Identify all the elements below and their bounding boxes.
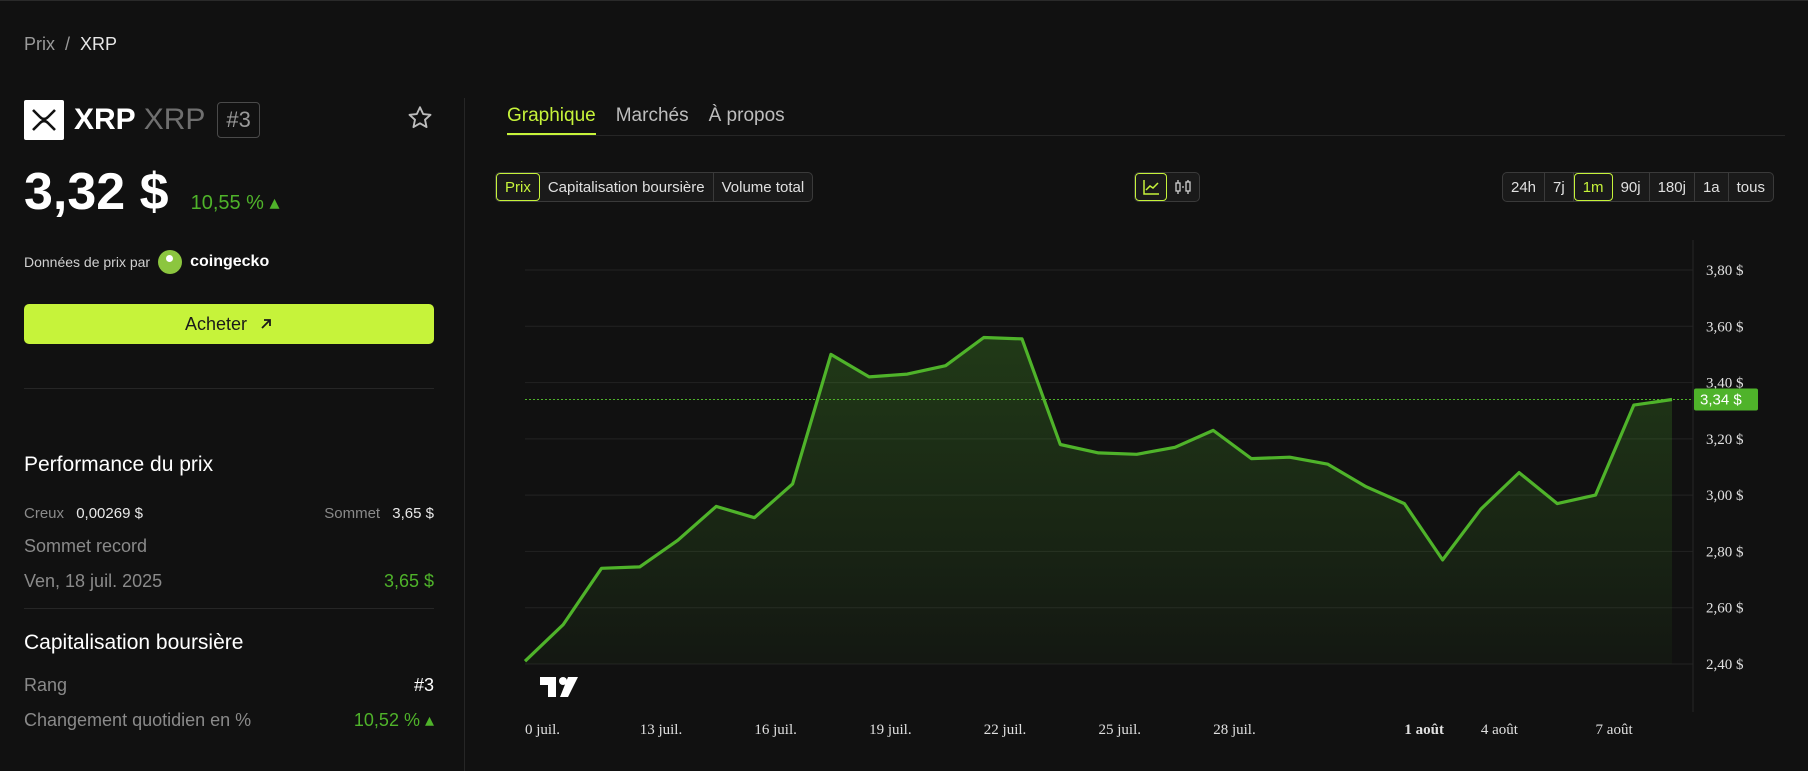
x-tick-label: 13 juil. bbox=[640, 722, 683, 738]
breadcrumb-separator: / bbox=[65, 34, 71, 54]
coin-header: XRP XRP #3 bbox=[24, 100, 434, 140]
y-tick-label: 3,40 $ bbox=[1706, 376, 1744, 392]
buy-button[interactable]: Acheter bbox=[24, 304, 434, 344]
top-border bbox=[0, 0, 1808, 1]
range-180d-button[interactable]: 180j bbox=[1650, 173, 1695, 201]
ath-row: Ven, 18 juil. 2025 3,65 $ bbox=[24, 571, 434, 592]
buy-label: Acheter bbox=[184, 313, 248, 334]
tab-chart[interactable]: Graphique bbox=[507, 105, 596, 135]
divider bbox=[24, 388, 434, 389]
tab-bar: Graphique Marchés À propos bbox=[507, 105, 785, 135]
price-row: 3,32 $ 10,55 % ▴ bbox=[24, 162, 434, 222]
coin-symbol: XRP bbox=[143, 103, 206, 136]
daily-change-value: 10,52 % ▴ bbox=[353, 710, 434, 730]
x-tick-label: 19 juil. bbox=[869, 722, 912, 738]
x-tick-label: 0 juil. bbox=[525, 722, 560, 738]
range-1y-button[interactable]: 1a bbox=[1695, 173, 1729, 201]
divider bbox=[24, 608, 434, 609]
rank-badge: #3 bbox=[217, 102, 260, 138]
range-1m-button[interactable]: 1m bbox=[1573, 173, 1613, 201]
y-tick-label: 2,60 $ bbox=[1706, 601, 1744, 617]
range-all-button[interactable]: tous bbox=[1736, 178, 1765, 196]
x-tick-label: 22 juil. bbox=[984, 722, 1027, 738]
low-value: 0,00269 $ bbox=[76, 505, 143, 522]
rank-value: #3 bbox=[413, 675, 434, 695]
x-tick-label: 25 juil. bbox=[1099, 722, 1142, 738]
current-price-badge: 3,34 $ bbox=[1694, 388, 1758, 411]
price-area bbox=[525, 337, 1672, 664]
coin-name: XRP bbox=[74, 103, 136, 136]
high-label: Sommet bbox=[324, 505, 381, 522]
x-tick-label: 7 août bbox=[1596, 722, 1634, 738]
tab-underline bbox=[507, 135, 1785, 136]
ath-value: 3,65 $ bbox=[383, 571, 434, 591]
breadcrumb: Prix / XRP bbox=[24, 34, 117, 55]
y-tick-label: 3,20 $ bbox=[1706, 432, 1744, 448]
price-change: 10,55 % ▴ bbox=[190, 192, 280, 214]
xrp-logo-icon bbox=[24, 100, 64, 140]
tab-markets[interactable]: Marchés bbox=[615, 105, 689, 126]
low-label: Creux bbox=[24, 505, 65, 522]
line-chart-icon[interactable] bbox=[1135, 173, 1167, 201]
metric-market-cap-button[interactable]: Capitalisation boursière bbox=[540, 173, 714, 201]
metric-volume-button[interactable]: Volume total bbox=[721, 178, 805, 196]
source-label: Données de prix par bbox=[24, 254, 151, 270]
vertical-divider bbox=[464, 98, 465, 771]
metric-price-button[interactable]: Prix bbox=[496, 173, 540, 201]
chart-type-selector bbox=[1134, 172, 1200, 202]
y-tick-label: 3,80 $ bbox=[1706, 263, 1744, 279]
time-range-selector: 24h 7j 1m 90j 180j 1a tous bbox=[1502, 172, 1774, 202]
x-tick-label: 16 juil. bbox=[754, 722, 797, 738]
favorite-star-icon[interactable] bbox=[406, 104, 434, 137]
y-tick-label: 2,40 $ bbox=[1706, 657, 1744, 673]
performance-title: Performance du prix bbox=[24, 453, 214, 476]
range-90d-button[interactable]: 90j bbox=[1613, 173, 1650, 201]
ath-label: Sommet record bbox=[24, 536, 148, 556]
x-tick-label: 28 juil. bbox=[1213, 722, 1256, 738]
range-24h-button[interactable]: 24h bbox=[1503, 173, 1546, 201]
y-tick-label: 3,00 $ bbox=[1706, 488, 1744, 504]
current-price-badge-label: 3,34 $ bbox=[1700, 391, 1742, 408]
tab-about[interactable]: À propos bbox=[708, 105, 785, 126]
daily-change-label: Changement quotidien en % bbox=[24, 710, 252, 730]
breadcrumb-root[interactable]: Prix bbox=[24, 34, 55, 54]
rank-label: Rang bbox=[24, 675, 68, 695]
price-source: Données de prix par coingecko bbox=[24, 250, 434, 274]
market-cap-title: Capitalisation boursière bbox=[24, 631, 244, 654]
y-tick-label: 3,60 $ bbox=[1706, 319, 1744, 335]
x-tick-label: 1 août bbox=[1404, 722, 1444, 738]
ath-date: Ven, 18 juil. 2025 bbox=[24, 571, 163, 591]
high-value: 3,65 $ bbox=[392, 505, 434, 522]
range-7d-button[interactable]: 7j bbox=[1545, 173, 1574, 201]
source-name[interactable]: coingecko bbox=[190, 253, 270, 270]
metric-selector: Prix Capitalisation boursière Volume tot… bbox=[495, 172, 814, 202]
tradingview-logo-icon[interactable] bbox=[540, 677, 578, 697]
x-tick-label: 4 août bbox=[1481, 722, 1519, 738]
coingecko-logo-icon bbox=[158, 250, 183, 274]
daily-change-row: Changement quotidien en % 10,52 % ▴ bbox=[24, 710, 434, 731]
coin-sidebar: XRP XRP #3 3,32 $ 10,55 % ▴ Données de p… bbox=[24, 100, 434, 731]
arrow-up-right-icon bbox=[261, 319, 271, 329]
candlestick-icon[interactable] bbox=[1167, 173, 1199, 201]
price-chart[interactable]: 3,80 $ 3,60 $ 3,40 $ 3,20 $ 3,00 $ 2,80 $ 2,60… bbox=[490, 240, 1800, 750]
current-price: 3,32 $ bbox=[24, 163, 169, 221]
y-tick-label: 2,80 $ bbox=[1706, 544, 1744, 560]
price-line bbox=[523, 335, 1673, 663]
breadcrumb-current: XRP bbox=[80, 34, 118, 54]
rank-row: Rang #3 bbox=[24, 675, 434, 696]
low-high-row: Creux 0,00269 $ Sommet 3,65 $ bbox=[24, 505, 434, 522]
